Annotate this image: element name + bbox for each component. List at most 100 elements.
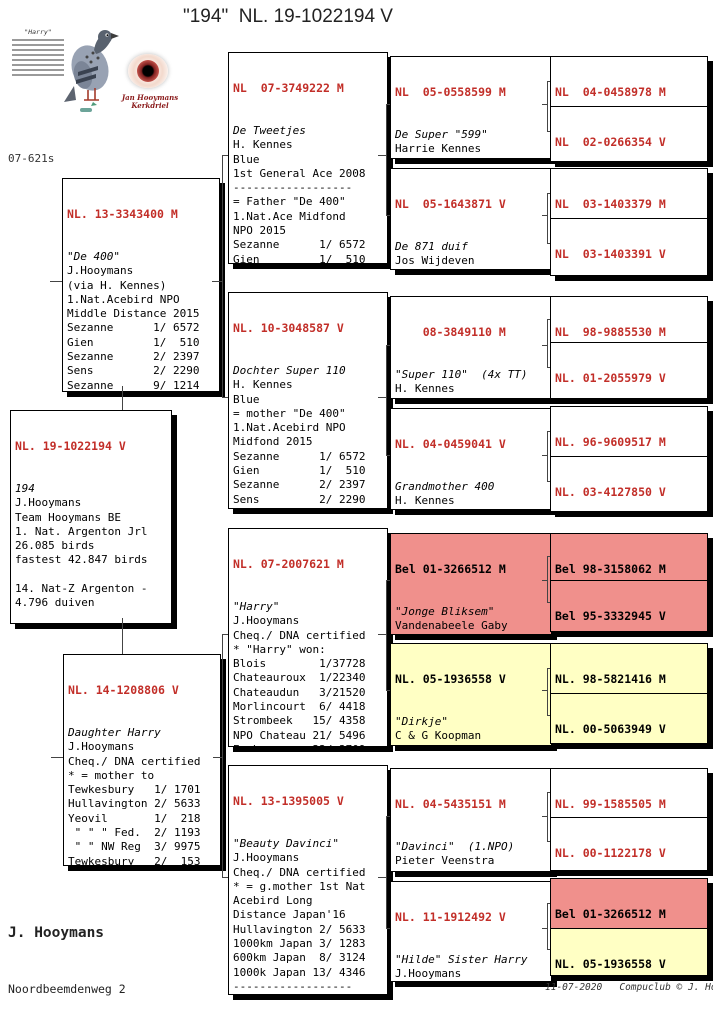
- thumbnail-text-bar: [12, 39, 64, 41]
- box-line: Tewkesbury 2/ 153: [68, 854, 201, 866]
- box-line: 194: [15, 482, 35, 495]
- connector-line: [222, 155, 228, 156]
- connector-line: [50, 281, 62, 282]
- box-line: 1st General Ace 2008: [233, 166, 366, 180]
- ring-mark: [80, 108, 92, 112]
- box-line: Gien 1/ 510: [233, 464, 366, 478]
- pedigree-box-g4-2: NL 02-0266354 V De 354 duifHarrie Kennes: [550, 106, 708, 162]
- pedigree-box-g4-10: Bel 95-3332945 V "Dolores"Vandenabeele G…: [550, 580, 708, 632]
- pedigree-box-g3-6: NL. 05-1936558 V "Dirkje"C & G KoopmanCh…: [390, 643, 552, 746]
- box-line: Jos Wijdeven: [395, 254, 475, 268]
- box-line: Blue: [233, 392, 260, 406]
- connector-line: [378, 397, 386, 398]
- connector-line: [547, 668, 550, 669]
- ring-number: NL. 10-3048587 V: [233, 321, 344, 335]
- box-line: Chequer: [395, 269, 547, 270]
- connector-line: [547, 81, 550, 82]
- box-line: De Super "599": [395, 128, 488, 141]
- box-line: Blue: [395, 157, 547, 158]
- box-line: "Dirkje": [395, 715, 448, 728]
- ring-number: NL. 96-9609517 M: [555, 435, 666, 449]
- pedigree-box-g3-8: NL. 11-1912492 V "Hilde" Sister Harry J.H…: [390, 881, 552, 982]
- box-line: Hullavington 2/ 5633: [233, 922, 366, 936]
- ring-number: Bel 01-3266512 M: [395, 562, 506, 576]
- box-line: C & G Koopman: [395, 729, 482, 743]
- pedigree-box-g4-4: NL 03-1403391 V Kld. 613 Jos KlakJos Kla…: [550, 218, 708, 276]
- connector-line: [378, 877, 386, 878]
- ring-number: 08-3849110 M: [395, 325, 506, 339]
- thumbnail-title: "Harry": [24, 28, 52, 36]
- connector-line: [386, 690, 390, 691]
- ring-number: NL 07-3749222 M: [233, 81, 344, 95]
- box-line: Daughter Harry: [68, 726, 161, 739]
- box-line: Daughter Davinci: [233, 994, 383, 995]
- box-line: Gien 1/ 510: [233, 252, 366, 264]
- box-line: Morlincourt 6/ 4418: [233, 700, 366, 714]
- box-line: "Jonge Bliksem": [395, 605, 495, 618]
- signature-line: Jan Hooymans: [121, 93, 179, 102]
- box-line: ------------------: [233, 979, 353, 993]
- pedigree-box-g3-4: NL. 04-0459041 V Grandmother 400 H. Kenne…: [390, 408, 552, 510]
- connector-line: [386, 104, 390, 105]
- pedigree-box-g4-12: NL. 00-5063949 V "Amore"C & G Koopman: [550, 693, 708, 744]
- connector-line: [547, 792, 548, 842]
- pedigree-box-g3-1: NL 05-0558599 M De Super "599" Harrie Ken…: [390, 56, 552, 159]
- ring-number: NL 05-1643871 V: [395, 197, 506, 211]
- box-line: J.Hooymans: [233, 851, 300, 865]
- connector-line: [51, 757, 63, 758]
- box-line: [15, 568, 167, 582]
- box-line: Sezanne 1/ 6572: [233, 238, 366, 252]
- pedigree-box-g4-6: NL. 01-2055979 V Mother "110"A Schaerlae…: [550, 342, 708, 399]
- connector-line: [547, 431, 548, 482]
- box-line: 600km Japan 8/ 3124: [233, 951, 366, 965]
- page-title: "194" NL. 19-1022194 V: [183, 6, 393, 27]
- connector-line: [122, 618, 123, 654]
- ring-number: NL. 04-5435151 M: [395, 797, 506, 811]
- box-line: * "Harry" won:: [233, 642, 326, 656]
- pedigree-box-g4-13: NL. 99-1585505 M Dirky brother AladinC &…: [550, 768, 708, 823]
- pedigree-box-g4-1: NL 04-0458978 M De "978"Harrie Kennes: [550, 56, 708, 112]
- ring-number: NL. 05-1936558 V: [555, 957, 666, 971]
- ring-number: NL. 99-1585505 M: [555, 797, 666, 811]
- box-line: 1000km Japan 3/ 1283: [233, 937, 366, 951]
- connector-line: [222, 877, 228, 878]
- pigeon-artwork: "Harry": [10, 22, 178, 127]
- box-line: Chateauroux 1/22340: [233, 671, 366, 685]
- connector-line: [386, 816, 387, 929]
- box-line: Pieter Veenstra: [395, 854, 495, 868]
- ring-number: NL. 03-4127850 V: [555, 485, 666, 499]
- box-line: 4.796 duiven: [15, 596, 95, 610]
- connector-line: [386, 455, 390, 456]
- box-line: Harrie Kennes: [395, 142, 482, 156]
- box-line: "Davinci" (1.NPO): [395, 840, 515, 853]
- box-line: 1000k Japan 13/ 4346: [233, 965, 366, 979]
- pigeon-illustration: [64, 30, 119, 106]
- connector-line: [547, 903, 548, 950]
- box-line: De Tweetjes: [233, 124, 306, 137]
- connector-line: [542, 816, 547, 817]
- box-line: Sezanne 2/ 2397: [67, 350, 200, 364]
- box-line: " " NW Reg 3/ 9975: [68, 840, 201, 854]
- connector-line: [547, 668, 548, 716]
- connector-line: [547, 841, 550, 842]
- connector-line: [212, 281, 222, 282]
- box-line: ------------------: [233, 181, 353, 195]
- thumbnail-text-bar: [12, 44, 64, 46]
- box-line: Sezanne 2/ 2397: [233, 478, 366, 492]
- box-line: Hullavington 2/ 5633: [68, 797, 201, 811]
- thumbnail-text-bar: [12, 49, 64, 51]
- connector-line: [547, 319, 550, 320]
- box-line: Epehy 23/ 3709: [233, 743, 383, 746]
- connector-line: [547, 481, 550, 482]
- box-line: Sezanne 1/ 6572: [233, 449, 366, 463]
- box-line: "Super 110" (4x TT): [395, 368, 528, 381]
- connector-line: [547, 193, 550, 194]
- connector-line: [547, 556, 550, 557]
- box-line: "Harry": [233, 600, 280, 613]
- connector-line: [542, 928, 547, 929]
- box-line: Blue: [395, 509, 547, 510]
- box-line: DNA certified: [395, 869, 547, 871]
- box-line: 1.Nat.Acebird NPO: [233, 421, 346, 435]
- box-line: Tewkesbury 1/ 1701: [68, 783, 201, 797]
